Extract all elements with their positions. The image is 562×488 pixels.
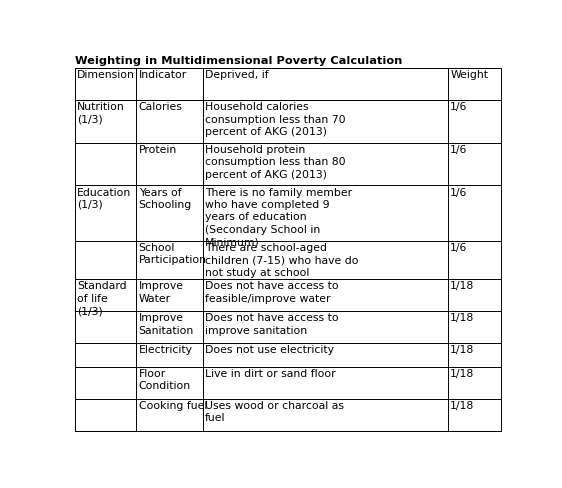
Text: School
Participation: School Participation [139,243,207,265]
Text: 1/18: 1/18 [450,346,474,355]
Text: Does not have access to
feasible/improve water: Does not have access to feasible/improve… [205,282,338,304]
Text: Calories: Calories [139,102,183,112]
Text: 1/18: 1/18 [450,313,474,324]
Text: There is no family member
who have completed 9
years of education
(Secondary Sch: There is no family member who have compl… [205,187,352,247]
Text: Years of
Schooling: Years of Schooling [139,187,192,210]
Text: Weighting in Multidimensional Poverty Calculation: Weighting in Multidimensional Poverty Ca… [75,56,402,66]
Text: Live in dirt or sand floor: Live in dirt or sand floor [205,369,336,379]
Text: Protein: Protein [139,145,177,155]
Text: 1/6: 1/6 [450,102,468,112]
Text: Weight: Weight [450,70,488,80]
Text: Household protein
consumption less than 80
percent of AKG (2013): Household protein consumption less than … [205,145,346,180]
Text: 1/18: 1/18 [450,282,474,291]
Text: Does not have access to
improve sanitation: Does not have access to improve sanitati… [205,313,338,336]
Text: 1/6: 1/6 [450,145,468,155]
Text: 1/18: 1/18 [450,369,474,379]
Text: Deprived, if: Deprived, if [205,70,269,80]
Text: Dimension: Dimension [77,70,135,80]
Text: Household calories
consumption less than 70
percent of AKG (2013): Household calories consumption less than… [205,102,346,137]
Text: There are school-aged
children (7-15) who have do
not study at school: There are school-aged children (7-15) wh… [205,243,359,278]
Text: 1/6: 1/6 [450,187,468,198]
Text: Nutrition
(1/3): Nutrition (1/3) [77,102,125,124]
Text: Floor
Condition: Floor Condition [139,369,191,391]
Text: Standard
of life
(1/3): Standard of life (1/3) [77,282,126,316]
Text: Indicator: Indicator [139,70,187,80]
Text: 1/18: 1/18 [450,401,474,411]
Text: Electricity: Electricity [139,346,193,355]
Text: Does not use electricity: Does not use electricity [205,346,334,355]
Text: Improve
Water: Improve Water [139,282,184,304]
Text: 1/6: 1/6 [450,243,468,253]
Text: Education
(1/3): Education (1/3) [77,187,131,210]
Text: Cooking fuel: Cooking fuel [139,401,207,411]
Text: Improve
Sanitation: Improve Sanitation [139,313,194,336]
Text: Uses wood or charcoal as
fuel: Uses wood or charcoal as fuel [205,401,344,423]
